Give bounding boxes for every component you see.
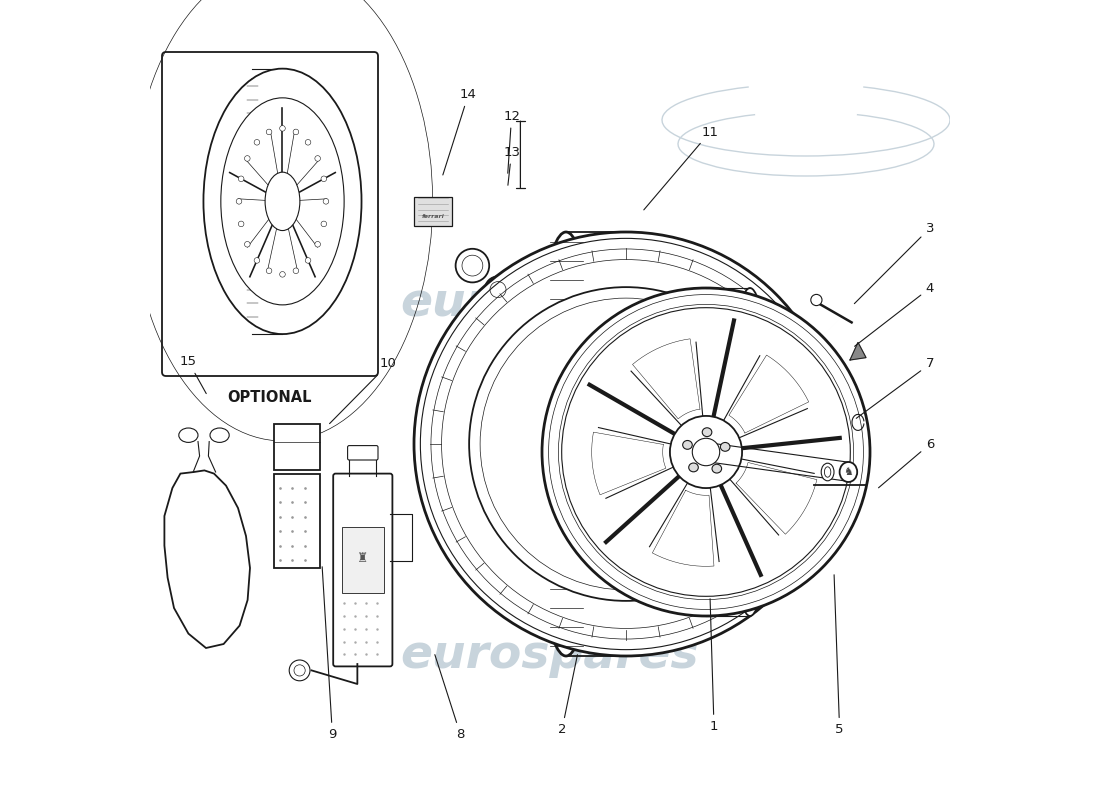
Text: 5: 5 — [834, 574, 844, 736]
Ellipse shape — [562, 308, 850, 596]
Ellipse shape — [534, 232, 600, 656]
FancyBboxPatch shape — [162, 52, 378, 376]
FancyBboxPatch shape — [274, 424, 320, 470]
Ellipse shape — [179, 428, 198, 442]
Circle shape — [315, 242, 320, 247]
Circle shape — [266, 268, 272, 274]
Ellipse shape — [243, 79, 262, 323]
Text: 11: 11 — [644, 126, 718, 210]
Polygon shape — [592, 432, 666, 495]
Circle shape — [321, 221, 327, 226]
Ellipse shape — [822, 463, 834, 481]
Circle shape — [279, 126, 285, 131]
Polygon shape — [652, 490, 714, 566]
Text: 8: 8 — [434, 654, 464, 741]
FancyBboxPatch shape — [414, 197, 452, 226]
Ellipse shape — [728, 288, 772, 616]
Circle shape — [289, 660, 310, 681]
Polygon shape — [632, 339, 700, 419]
Text: 2: 2 — [558, 654, 578, 736]
Ellipse shape — [839, 462, 857, 482]
FancyBboxPatch shape — [333, 474, 393, 666]
Circle shape — [266, 129, 272, 134]
Text: 4: 4 — [855, 282, 934, 346]
Ellipse shape — [414, 232, 838, 656]
Polygon shape — [736, 462, 817, 534]
Text: eurospares: eurospares — [400, 634, 700, 678]
Text: 15: 15 — [180, 355, 206, 394]
Polygon shape — [850, 342, 866, 360]
Circle shape — [279, 271, 285, 277]
Circle shape — [239, 176, 244, 182]
Circle shape — [323, 198, 329, 204]
Text: 12: 12 — [503, 110, 520, 174]
Circle shape — [455, 249, 490, 282]
Circle shape — [811, 294, 822, 306]
Ellipse shape — [265, 172, 300, 230]
Circle shape — [321, 176, 327, 182]
FancyBboxPatch shape — [342, 526, 384, 593]
Ellipse shape — [485, 276, 512, 302]
Polygon shape — [729, 355, 808, 433]
Ellipse shape — [689, 463, 698, 472]
Circle shape — [236, 198, 242, 204]
Circle shape — [293, 129, 299, 134]
Ellipse shape — [824, 467, 830, 477]
Circle shape — [254, 258, 260, 263]
Text: eurospares: eurospares — [400, 282, 700, 326]
Ellipse shape — [490, 282, 506, 298]
Circle shape — [305, 258, 311, 263]
FancyBboxPatch shape — [348, 446, 378, 460]
Ellipse shape — [204, 69, 362, 334]
Circle shape — [293, 268, 299, 274]
Circle shape — [254, 139, 260, 145]
Circle shape — [239, 221, 244, 226]
Circle shape — [244, 156, 250, 162]
Circle shape — [244, 242, 250, 247]
Ellipse shape — [712, 464, 722, 473]
Text: ♜: ♜ — [358, 552, 368, 566]
Ellipse shape — [469, 287, 783, 601]
Ellipse shape — [210, 428, 229, 442]
Text: OPTIONAL: OPTIONAL — [228, 390, 312, 405]
Text: 1: 1 — [710, 598, 718, 733]
Text: 6: 6 — [879, 438, 934, 488]
Text: 13: 13 — [503, 146, 520, 186]
Ellipse shape — [542, 288, 870, 616]
Ellipse shape — [670, 416, 742, 488]
Text: ♞: ♞ — [844, 467, 854, 477]
Text: 7: 7 — [856, 358, 934, 418]
Ellipse shape — [692, 438, 719, 466]
Ellipse shape — [221, 98, 344, 305]
Circle shape — [294, 665, 305, 676]
Text: 14: 14 — [443, 88, 476, 175]
Circle shape — [315, 156, 320, 162]
Ellipse shape — [606, 472, 678, 528]
Ellipse shape — [702, 428, 712, 437]
Text: 10: 10 — [330, 358, 397, 424]
Text: 9: 9 — [322, 566, 337, 741]
Ellipse shape — [720, 442, 730, 451]
Ellipse shape — [683, 441, 692, 450]
Text: 3: 3 — [855, 222, 934, 304]
Circle shape — [305, 139, 311, 145]
Circle shape — [462, 255, 483, 276]
PathPatch shape — [164, 470, 250, 648]
FancyBboxPatch shape — [274, 474, 320, 568]
Text: ferrari: ferrari — [421, 214, 444, 218]
